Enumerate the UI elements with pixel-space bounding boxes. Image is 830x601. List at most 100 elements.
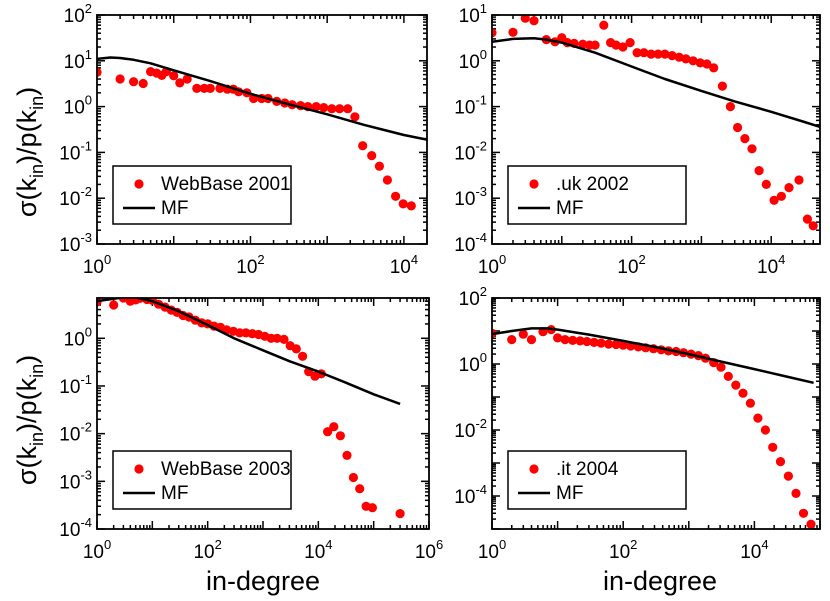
data-point [507,335,517,345]
data-point [784,183,794,193]
data-point [115,74,125,84]
data-point [319,103,329,113]
data-point [590,40,600,50]
x-tick-label: 106 [415,537,443,563]
data-point [709,63,719,73]
data-point [723,371,733,381]
mf-line [492,37,820,129]
data-point [343,104,353,114]
data-point [716,362,726,372]
data-point [791,488,801,498]
data-point [794,175,804,185]
data-point [578,39,588,49]
x-tick-label: 100 [83,252,111,278]
legend-label: .uk 2002 [556,174,629,195]
plot-frame [96,14,428,245]
data-point [769,195,779,205]
x-tick-label: 102 [609,537,637,563]
data-point [553,333,563,343]
data-point [740,134,750,144]
data-point [560,335,570,345]
data-point [175,78,185,88]
panel-2: 100 102 104 10-4 10-3 10-2 10-1 100 101 .uk 2002 M… [454,1,821,278]
y-tick-label: 10-4 [454,482,487,508]
legend-label: .it 2004 [556,459,619,480]
y-tick-label: 10-2 [59,420,92,446]
data-point [589,337,599,347]
data-point [725,102,736,112]
data-point [618,340,628,350]
panel-3: 100 102 104 106 10-4 10-3 10-2 10-1 100 WebBase 2… [59,297,443,563]
legend-box [112,165,292,225]
y-tick-label: 100 [64,93,92,119]
legend: .it 2004 MF [507,450,687,510]
data-point [681,54,691,64]
y-axis-label-top: σ(kin)/p(kin) [12,87,47,217]
y-tick-label: 100 [459,47,487,73]
data-point [526,335,537,345]
x-axis-label-right: in-degree [603,566,717,596]
plot-frame [96,297,430,530]
data-point [596,338,606,348]
data-point [350,112,360,122]
legend-box [507,165,687,225]
data-point [492,28,497,38]
data-point [169,71,179,81]
legend-box [507,450,687,510]
data-point [632,48,642,58]
data-point [508,27,518,37]
y-tick-label: 10-1 [59,372,92,398]
y-tick-label: 10-4 [59,515,92,541]
data-point [406,201,416,211]
legend-marker [529,179,539,189]
data-point [783,471,794,481]
x-tick-label: 100 [478,537,506,563]
y-tick-label: 100 [459,350,487,376]
legend: WebBase 2003 MF [112,450,292,510]
data-point [329,422,339,432]
x-tick-label: 104 [757,252,785,278]
data-point [518,329,528,339]
legend-box [112,450,292,510]
plot-area [97,56,427,211]
data-point [529,16,539,26]
x-tick-label: 104 [740,537,768,563]
data-point [717,81,728,91]
data-point [348,472,358,483]
data-point [625,38,635,48]
data-point [367,151,377,161]
x-tick-label: 102 [617,252,645,278]
legend-label: MF [556,198,583,219]
data-point [97,67,102,77]
legend-label: WebBase 2003 [161,459,291,480]
data-point [129,77,139,87]
data-point [731,380,741,390]
data-point [753,413,763,423]
y-tick-label: 10-2 [454,416,487,442]
mf-line [97,298,401,406]
data-point [109,300,119,310]
legend-marker [529,464,539,474]
data-point [646,49,656,59]
x-tick-label: 100 [478,252,506,278]
data-point [138,78,148,89]
data-point [311,102,321,112]
plot-area [97,298,405,519]
y-tick-label: 10-3 [59,230,92,256]
data-point [702,59,712,69]
plot-area [492,15,820,231]
data-point [639,48,649,58]
y-tick-label: 10-2 [454,138,487,164]
legend-marker [134,179,144,189]
data-point [611,339,621,350]
y-tick-label: 10-3 [454,184,487,210]
data-point [272,333,282,343]
y-tick-label: 100 [64,324,92,350]
data-point [374,161,384,171]
data-point [688,56,698,66]
data-point [342,450,352,460]
panel-1: 100 102 104 10-3 10-2 10-1 100 101 102 WebBase 20… [59,1,428,278]
data-point [808,221,818,231]
x-tick-label: 104 [390,252,418,278]
